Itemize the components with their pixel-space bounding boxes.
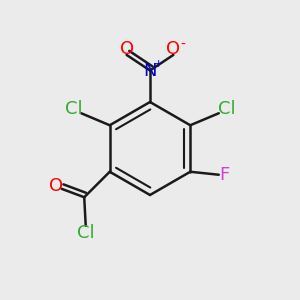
Text: Cl: Cl xyxy=(77,224,94,242)
Text: O: O xyxy=(119,40,134,58)
Text: Cl: Cl xyxy=(218,100,236,118)
Text: +: + xyxy=(154,59,163,69)
Text: -: - xyxy=(181,38,185,52)
Text: O: O xyxy=(166,40,181,58)
Text: F: F xyxy=(219,166,229,184)
Text: O: O xyxy=(49,177,63,195)
Text: Cl: Cl xyxy=(64,100,82,118)
Text: N: N xyxy=(143,61,157,80)
